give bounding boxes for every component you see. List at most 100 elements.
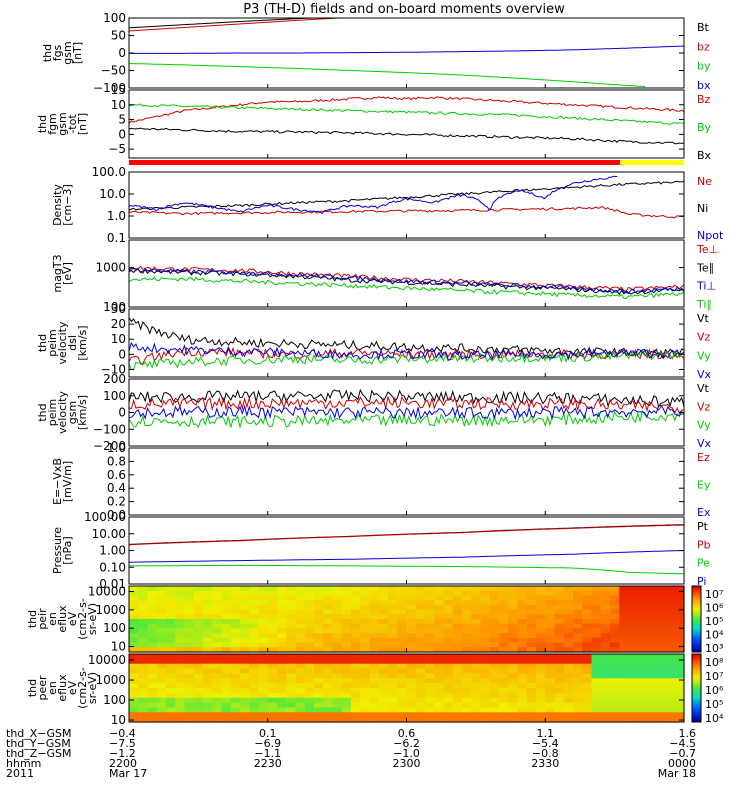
spectrogram-cell <box>471 668 482 675</box>
spectrogram-cell <box>563 647 574 653</box>
spectrogram-cell <box>600 688 611 694</box>
spectrogram-cell <box>129 702 139 709</box>
spectrogram-cell <box>166 619 176 625</box>
spectrogram-cell <box>351 586 361 592</box>
spectrogram-cell <box>147 707 158 713</box>
spectrogram-cell <box>619 678 630 684</box>
spectrogram-cell <box>212 688 223 694</box>
spectrogram-cell <box>637 586 648 592</box>
spectrogram-cell <box>425 717 435 723</box>
spectrogram-cell <box>656 609 667 615</box>
spectrogram-cell <box>610 604 620 611</box>
spectrogram-cell <box>582 609 593 615</box>
spectrogram-cell <box>267 707 278 713</box>
y-axis-label: gsm <box>56 112 69 135</box>
spectrogram-cell <box>526 604 537 611</box>
spectrogram-cell <box>258 663 269 670</box>
spectrogram-cell <box>175 668 186 675</box>
spectrogram-cell <box>323 637 334 644</box>
spectrogram-cell <box>591 609 602 615</box>
spectrogram-cell <box>647 642 657 648</box>
spectrogram-cell <box>536 637 546 644</box>
spectrogram-cell <box>277 637 287 644</box>
spectrogram-cell <box>582 668 593 675</box>
spectrogram-cell <box>536 586 546 592</box>
series-Pe <box>129 564 685 575</box>
spectrogram-cell <box>563 609 574 615</box>
spectrogram-cell <box>332 707 343 713</box>
spectrogram-cell <box>267 628 278 634</box>
spectrogram-cell <box>674 637 685 644</box>
spectrogram-cell <box>619 717 630 723</box>
spectrogram-cell <box>637 633 648 639</box>
spectrogram-cell <box>508 609 519 615</box>
series-Te_par <box>128 268 685 296</box>
spectrogram-cell <box>628 595 639 601</box>
spectrogram-cell <box>129 712 139 718</box>
spectrogram-cell <box>656 623 667 630</box>
spectrogram-cell <box>156 633 167 639</box>
spectrogram-cell <box>619 692 630 699</box>
legend-Npot: Npot <box>697 229 724 242</box>
spectrogram-cell <box>637 590 648 597</box>
spectrogram-cell <box>341 609 352 615</box>
spectrogram-cell <box>600 717 611 723</box>
spectrogram-cell <box>138 586 149 592</box>
spectrogram-cell <box>637 623 648 630</box>
spectrogram-cell <box>341 614 352 620</box>
spectrogram-cell <box>388 673 398 679</box>
spectrogram-cell <box>563 717 574 723</box>
spectrogram-cell <box>388 609 398 615</box>
spectrogram-cell <box>388 647 398 653</box>
spectrogram-cell <box>267 586 278 592</box>
spectrogram-cell <box>591 586 602 592</box>
spectrogram-cell <box>166 697 176 704</box>
colorbar-segment <box>692 610 701 613</box>
spectrogram-cell <box>508 658 519 665</box>
spectrogram-cell <box>536 712 546 718</box>
y-tick-label: −5 <box>108 142 126 156</box>
spectrogram-cell <box>462 702 472 709</box>
spectrogram-cell <box>443 647 454 653</box>
spectrogram-cell <box>332 637 343 644</box>
spectrogram-cell <box>536 697 546 704</box>
spectrogram-cell <box>499 628 509 634</box>
spectrogram-cell <box>443 654 454 660</box>
spectrogram-cell <box>647 688 657 694</box>
spectrogram-cell <box>554 668 565 675</box>
colorbar-segment <box>692 607 701 610</box>
spectrogram-cell <box>230 623 241 630</box>
spectrogram-cell <box>258 683 269 689</box>
spectrogram-cell <box>332 673 343 679</box>
spectrogram-cell <box>166 586 176 592</box>
spectrogram-cell <box>443 642 454 648</box>
y-axis-label: thd <box>26 679 39 697</box>
series-by <box>128 63 646 88</box>
spectrogram-cell <box>425 702 435 709</box>
spectrogram-cell <box>286 614 297 620</box>
spectrogram-cell <box>406 712 417 718</box>
spectrogram-cell <box>443 604 454 611</box>
spectrogram-cell <box>351 712 361 718</box>
spectrogram-cell <box>212 673 223 679</box>
spectrogram-cell <box>360 604 371 611</box>
spectrogram-cell <box>258 633 269 639</box>
legend-Te⊥: Te⊥ <box>696 243 718 256</box>
spectrogram-cell <box>378 600 389 606</box>
spectrogram-cell <box>499 654 509 660</box>
spectrogram-cell <box>434 673 445 679</box>
spectrogram-cell <box>591 678 602 684</box>
spectrogram-cell <box>637 628 648 634</box>
spectrogram-cell <box>332 692 343 699</box>
legend-Ne: Ne <box>697 175 712 188</box>
spectrogram-cell <box>674 688 685 694</box>
spectrogram-cell <box>203 707 213 713</box>
spectrogram-cell <box>369 678 380 684</box>
spectrogram-cell <box>499 712 509 718</box>
colorbar-segment <box>692 617 701 620</box>
spectrogram-cell <box>637 600 648 606</box>
spectrogram-cell <box>545 673 556 679</box>
spectrogram-cell <box>452 595 463 601</box>
spectrogram-cell <box>674 633 685 639</box>
spectrogram-cell <box>286 637 297 644</box>
